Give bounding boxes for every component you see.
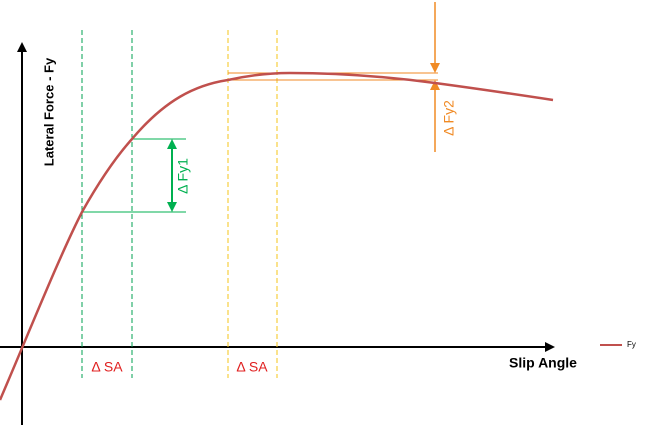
delta-fy2: Δ Fy2 xyxy=(441,100,457,136)
legend-label: Fy xyxy=(627,340,636,349)
delta-fy1: Δ Fy1 xyxy=(175,158,191,194)
y-axis-label: Lateral Force - Fy xyxy=(41,57,56,166)
x-axis-label: Slip Angle xyxy=(509,355,577,371)
delta-sa: Δ SA xyxy=(236,359,268,375)
delta-sa: Δ SA xyxy=(91,359,123,375)
fy-curve xyxy=(0,71,554,401)
guides xyxy=(81,30,278,378)
